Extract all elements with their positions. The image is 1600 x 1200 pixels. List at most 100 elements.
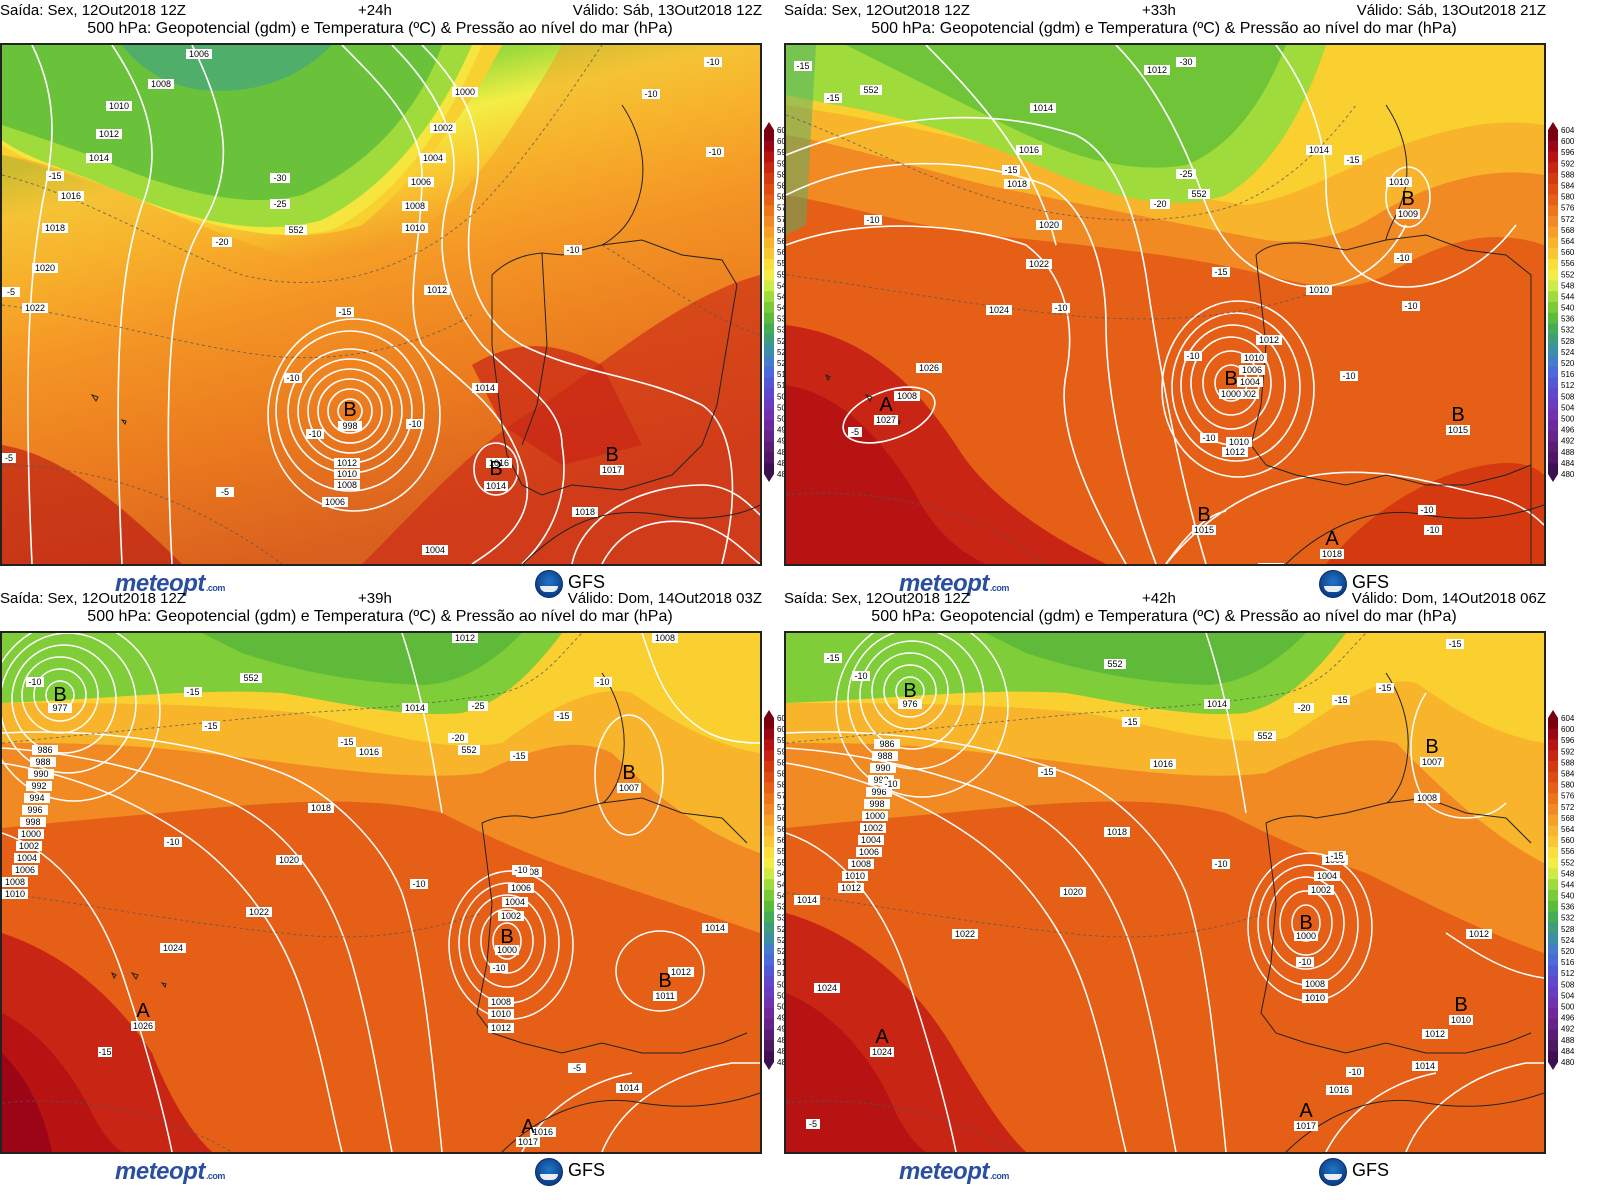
svg-text:1022: 1022 [249,907,269,917]
weather-map: 1012 1008 1014 1016 1018 1020 1022 1024 … [2,633,760,1152]
svg-text:1010: 1010 [109,101,129,111]
colorbar-tick-label: 500 [1561,1003,1575,1012]
svg-text:-15: -15 [796,61,809,71]
svg-text:-15: -15 [48,171,61,181]
svg-text:-10: -10 [492,963,505,973]
svg-text:1008: 1008 [1305,979,1325,989]
colorbar-tick-label: 576 [777,792,791,801]
svg-text:1009: 1009 [1398,209,1418,219]
colorbar-bottom-arrow [764,474,774,482]
colorbar-tick-label: 560 [1561,248,1575,257]
svg-text:-15: -15 [1334,695,1347,705]
colorbar-tick-label: 592 [1561,159,1575,168]
colorbar-svg: 604 600 596 592 588 584 580 576 572 568 564 560 556 5… [764,710,791,1070]
panel-header: Saída: Sex, 12Out2018 12Z +24h Válido: S… [0,0,790,44]
colorbar-top-arrow [1548,122,1558,130]
svg-text:-20: -20 [1297,703,1310,713]
colorbar-bottom-arrow [1548,474,1558,482]
colorbar-bottom-arrow [764,1062,774,1070]
svg-text:1018: 1018 [1007,179,1027,189]
svg-text:1004: 1004 [425,545,445,555]
svg-text:1008: 1008 [897,391,917,401]
colorbar-tick-label: 580 [1561,193,1575,202]
svg-text:1008: 1008 [1417,793,1437,803]
colorbar-swatch [1548,151,1558,163]
colorbar-swatch [1548,761,1558,773]
colorbar-tick-label: 556 [777,847,791,856]
colorbar-swatch [764,976,774,988]
colorbar-tick-label: 572 [777,803,791,812]
colorbar-swatch [764,312,774,324]
colorbar-swatch [764,997,774,1009]
colorbar-tick-label: 588 [777,170,791,179]
panel-header: Saída: Sex, 12Out2018 12Z +39h Válido: D… [0,588,790,632]
colorbar-swatch [1548,1029,1558,1041]
svg-text:1012: 1012 [99,129,119,139]
isobar-labels: 1006 1008 1010 1012 1014 1016 1018 1020 … [22,49,598,555]
colorbar-swatch [1548,237,1558,249]
colorbar-tick-label: 580 [1561,781,1575,790]
colorbar-swatch [764,420,774,432]
svg-text:-15: -15 [1330,851,1343,861]
panel-header: Saída: Sex, 12Out2018 12Z +33h Válido: S… [784,0,1574,44]
svg-text:-10: -10 [514,865,527,875]
colorbar-svg: 604 600 596 592 588 584 580 576 572 568 564 560 556 5… [1548,710,1575,1070]
svg-text:-10: -10 [1348,1067,1361,1077]
valid-time: Válido: Dom, 14Out2018 06Z [1351,590,1546,607]
colorbar-tick-label: 596 [777,148,791,157]
panel-footer: meteopt.com GFS [0,566,790,598]
colorbar-swatch [1548,954,1558,966]
svg-text:1007: 1007 [619,783,639,793]
svg-text:-10: -10 [1214,859,1227,869]
colorbar-swatch [764,280,774,292]
svg-text:B: B [658,970,671,992]
colorbar-tick-label: 528 [1561,337,1575,346]
colorbar-swatch [764,162,774,174]
panel-title: 500 hPa: Geopotencial (gdm) e Temperatur… [87,608,673,625]
svg-text:1014: 1014 [89,153,109,163]
colorbar-tick-label: 556 [1561,847,1575,856]
colorbar-tick-label: 548 [1561,281,1575,290]
svg-text:1010: 1010 [1389,177,1409,187]
colorbar-swatch [1548,377,1558,389]
colorbar-swatch [1548,280,1558,292]
colorbar-swatch [764,1019,774,1031]
svg-text:1014: 1014 [1207,699,1227,709]
colorbar-swatch [764,302,774,314]
noaa-logo-icon [1319,570,1347,598]
colorbar-tick-label: 540 [777,304,791,313]
svg-text:-10: -10 [166,837,179,847]
colorbar-bottom-arrow [1548,1062,1558,1070]
svg-text:B: B [1299,912,1312,934]
svg-text:1000: 1000 [455,87,475,97]
colorbar-tick-label: 500 [1561,415,1575,424]
colorbar-swatch [764,388,774,400]
colorbar-tick-label: 500 [777,415,791,424]
svg-text:-10: -10 [1404,301,1417,311]
colorbar-tick-label: 524 [777,348,791,357]
svg-text:-25: -25 [471,701,484,711]
colorbar-tick-label: 552 [1561,270,1575,279]
colorbar-tick-label: 488 [1561,448,1575,457]
colorbar-swatch [764,750,774,762]
svg-text:-20: -20 [451,733,464,743]
colorbar-swatch [764,825,774,837]
colorbar-tick-label: 592 [777,747,791,756]
svg-text:1016: 1016 [533,1127,553,1137]
svg-text:1018: 1018 [311,803,331,813]
lead-time: +39h [358,590,392,607]
colorbar-swatch [1548,943,1558,955]
colorbar-tick-label: 488 [1561,1036,1575,1045]
run-time: Saída: Sex, 12Out2018 12Z [0,2,186,19]
svg-text:1004: 1004 [423,153,443,163]
map-area: 1006 1008 1010 1012 1014 1016 1018 1020 … [0,43,762,566]
colorbar-swatch [764,355,774,367]
colorbar-tick-label: 560 [1561,836,1575,845]
colorbar-tick-label: 588 [1561,170,1575,179]
svg-text:-15: -15 [204,721,217,731]
colorbar-tick-label: 584 [1561,181,1575,190]
meteopt-logo: meteopt.com [115,570,225,597]
colorbar-swatch [1548,452,1558,464]
colorbar-tick-label: 576 [777,204,791,213]
colorbar-tick-label: 512 [1561,381,1575,390]
